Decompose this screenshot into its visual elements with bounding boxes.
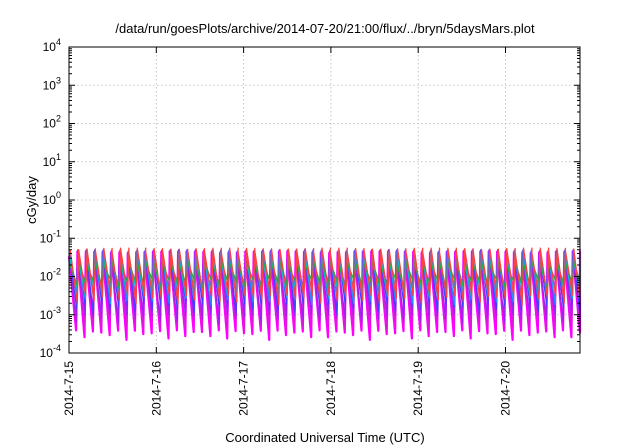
chart-title: /data/run/goesPlots/archive/2014-07-20/2…: [115, 21, 535, 36]
x-tick-label: 2014-7-19: [411, 361, 425, 416]
series-line: [69, 247, 581, 306]
y-tick-labels: 10-4 10-3 10-2 10-1 100 101 102 103 104: [40, 37, 61, 360]
series-layer: [67, 247, 582, 341]
y-tick-label: 104: [43, 37, 61, 54]
y-tick-label: 101: [43, 152, 61, 169]
x-tick-label: 2014-7-18: [324, 361, 338, 416]
x-tick-label: 2014-7-15: [62, 361, 76, 416]
y-tick-label: 10-1: [40, 228, 61, 245]
x-tick-label: 2014-7-17: [237, 361, 251, 416]
y-tick-label: 102: [43, 114, 61, 131]
x-tick-label: 2014-7-20: [499, 361, 513, 416]
x-axis-label: Coordinated Universal Time (UTC): [225, 430, 424, 445]
y-tick-label: 10-3: [40, 305, 61, 322]
y-axis-label: cGy/day: [24, 176, 39, 224]
x-tick-label: 2014-7-16: [149, 361, 163, 416]
y-tick-label: 10-4: [40, 343, 61, 360]
y-tick-label: 10-2: [40, 267, 61, 284]
ticks: [68, 46, 580, 354]
y-tick-label: 100: [43, 190, 61, 207]
y-tick-label: 103: [43, 75, 61, 92]
x-tick-labels: 2014-7-15 2014-7-16 2014-7-17 2014-7-18 2014…: [62, 361, 513, 416]
